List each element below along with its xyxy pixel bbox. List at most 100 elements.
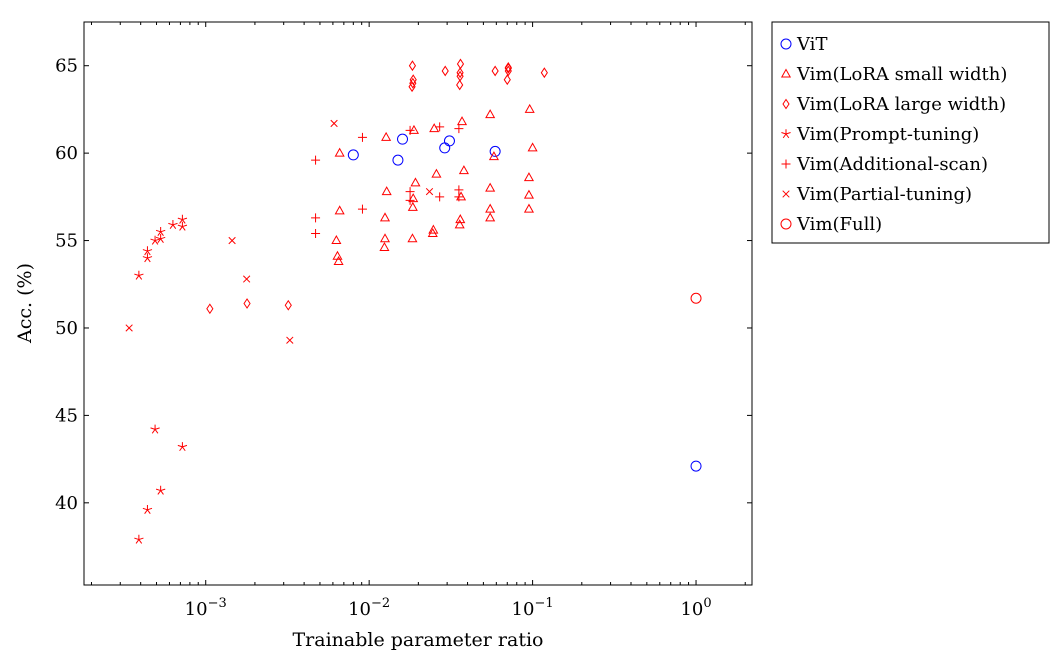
data-point [381, 186, 392, 196]
y-tick-label: 50 [55, 318, 78, 339]
data-point [491, 65, 499, 77]
x-tick-label: 10−2 [348, 596, 390, 620]
data-point [428, 224, 439, 234]
data-point [330, 119, 338, 128]
y-axis-label: Acc. (%) [14, 263, 36, 344]
data-point [155, 227, 166, 236]
data-point [456, 67, 464, 79]
data-point [334, 147, 345, 157]
data-point [311, 213, 321, 223]
data-point [485, 212, 496, 222]
legend-marker [780, 218, 792, 230]
x-tick-label: 10−3 [185, 596, 227, 620]
data-point [405, 195, 415, 205]
data-point [134, 534, 144, 544]
data-point [381, 131, 392, 141]
data-point [206, 303, 214, 315]
data-point [150, 235, 160, 245]
data-point [540, 67, 548, 79]
legend-label: Vim(LoRA large width) [796, 94, 1006, 115]
data-point [155, 234, 166, 243]
x-axis-label: Trainable parameter ratio [293, 629, 544, 651]
plot-frame [83, 21, 753, 586]
legend-marker [781, 159, 791, 169]
data-point [504, 62, 512, 74]
data-point [311, 229, 321, 239]
data-point [456, 70, 464, 82]
data-point [142, 505, 153, 514]
data-point [485, 109, 496, 119]
data-point [379, 233, 391, 243]
data-point [155, 485, 166, 495]
data-point [357, 204, 367, 214]
series-vim-lora-large-width [206, 58, 548, 315]
y-tick-label: 65 [55, 56, 78, 77]
y-tick-label: 60 [55, 143, 78, 164]
data-point [455, 214, 466, 224]
data-point [454, 185, 464, 195]
data-point [690, 460, 702, 472]
x-axis: 10−3 10−2 10−1 100 [90, 22, 746, 620]
data-point [142, 253, 153, 263]
data-point [435, 192, 445, 202]
series-vim-prompt-tuning [134, 214, 188, 544]
x-tick-label: 10−1 [512, 596, 554, 620]
y-axis: 40 45 50 55 60 65 [55, 56, 752, 514]
data-point [142, 246, 153, 256]
data-point [177, 442, 188, 452]
data-point [177, 221, 188, 231]
data-points [125, 58, 702, 544]
series-vim-lora-small-width [331, 103, 538, 266]
data-point [177, 214, 188, 224]
data-point [397, 133, 409, 145]
data-point [134, 270, 144, 280]
data-point [524, 103, 535, 113]
data-point [485, 203, 496, 213]
data-point [168, 220, 178, 229]
data-point [125, 324, 133, 332]
legend-marker [781, 129, 791, 139]
data-point [456, 191, 467, 201]
data-point [454, 124, 464, 134]
data-point [454, 219, 465, 229]
data-point [407, 233, 418, 243]
data-point [334, 205, 345, 215]
data-point [435, 122, 445, 132]
data-point [286, 336, 294, 344]
legend-marker [782, 190, 790, 198]
data-point [347, 149, 359, 161]
data-point [357, 132, 367, 142]
data-point [405, 187, 415, 197]
x-tick-label: 100 [680, 596, 711, 620]
data-point [523, 172, 535, 182]
data-point [458, 165, 469, 175]
data-point [456, 58, 465, 70]
legend-label: Vim(Full) [796, 214, 882, 235]
data-point [333, 256, 344, 266]
data-point [523, 189, 535, 199]
data-point [242, 275, 251, 283]
legend-label: Vim(Prompt-tuning) [796, 124, 979, 145]
data-point [331, 235, 342, 245]
data-point [409, 74, 417, 86]
data-point [311, 155, 321, 165]
data-point [503, 74, 511, 86]
data-point [441, 65, 449, 77]
data-point [410, 177, 421, 187]
series-vim-full [690, 292, 702, 304]
y-tick-label: 40 [55, 493, 78, 514]
legend-label: Vim(Additional-scan) [796, 154, 988, 175]
legend-marker [782, 98, 790, 110]
legend-marker [780, 68, 792, 78]
data-point [407, 201, 418, 211]
data-point [228, 236, 236, 245]
data-point [408, 60, 417, 72]
data-point [527, 142, 538, 152]
y-tick-label: 55 [55, 231, 78, 252]
legend-label: ViT [796, 34, 827, 55]
data-point [439, 142, 451, 154]
series-vim-partial-tuning [125, 119, 434, 344]
data-point [690, 292, 702, 304]
data-point [379, 212, 391, 222]
